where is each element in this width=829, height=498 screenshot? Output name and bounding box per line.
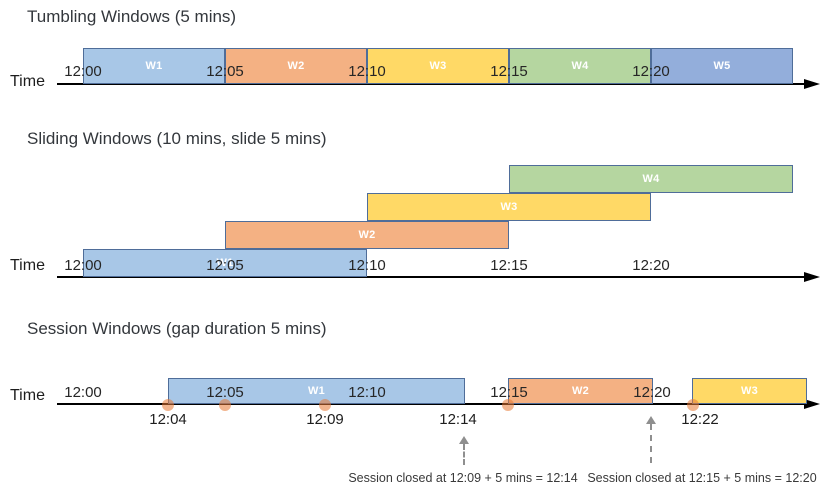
time-axis-line [57,403,804,405]
window-box: W3 [367,48,509,84]
event-time-label: 12:04 [149,411,187,428]
annotation-arrow-icon [646,416,656,424]
window-label: W4 [571,60,589,72]
section-title: Sliding Windows (10 mins, slide 5 mins) [27,129,327,148]
section-title: Tumbling Windows (5 mins) [27,7,237,26]
window-label: W5 [713,60,731,72]
time-axis-label: Time [10,257,45,274]
tick-label: 12:20 [633,384,671,401]
annotation-arrow-line [650,424,652,463]
window-label: W1 [307,385,326,397]
window-box: W4 [509,165,793,193]
tick-label: 12:20 [632,63,670,80]
window-box: W1 [168,378,465,404]
tick-label: 12:10 [348,384,386,401]
time-axis-label: Time [10,387,45,404]
window-label: W2 [571,385,590,397]
window-box: W3 [367,193,651,221]
event-time-label: 12:09 [306,411,344,428]
window-box: W1 [83,249,367,277]
tick-label: 12:05 [206,63,244,80]
event-dot [319,399,331,411]
axis-arrow-icon [804,399,820,409]
window-box: W1 [83,48,225,84]
tick-label: 12:10 [348,257,386,274]
time-axis-line [57,83,804,85]
window-label: W2 [287,60,305,72]
annotation-arrow-icon [459,436,469,444]
window-box: W2 [508,378,653,404]
tick-label: 12:10 [348,63,386,80]
window-label: W4 [642,173,660,185]
section-title: Session Windows (gap duration 5 mins) [27,319,327,338]
window-box: W3 [692,378,807,404]
tick-label: 12:05 [206,257,244,274]
tick-label: 12:00 [64,257,102,274]
window-label: W3 [740,385,759,397]
time-axis-line [57,276,804,278]
window-box: W4 [509,48,651,84]
event-dot [502,399,514,411]
axis-arrow-icon [804,79,820,89]
event-dot [687,399,699,411]
tick-label: 12:00 [64,63,102,80]
tick-label: 12:20 [632,257,670,274]
axis-arrow-icon [804,272,820,282]
event-time-label: 12:22 [681,411,719,428]
tick-label: 12:05 [206,384,244,401]
tick-label: 12:15 [490,63,528,80]
window-box: W2 [225,221,509,249]
window-label: W2 [358,229,376,241]
time-axis-label: Time [10,73,45,90]
tick-label: 12:15 [490,384,528,401]
annotation-arrow-line [463,444,465,465]
window-label: W1 [145,60,163,72]
session-close-annotation: Session closed at 12:15 + 5 mins = 12:20 [587,471,817,485]
session-close-annotation: Session closed at 12:09 + 5 mins = 12:14 [348,471,578,485]
window-label: W3 [500,201,518,213]
window-box: W2 [225,48,367,84]
event-dot [162,399,174,411]
window-label: W1 [216,257,234,269]
window-label: W3 [429,60,447,72]
window-box: W5 [651,48,793,84]
tick-label: 12:00 [64,384,102,401]
tick-label: 12:15 [490,257,528,274]
event-dot [219,399,231,411]
event-time-label: 12:14 [439,411,477,428]
